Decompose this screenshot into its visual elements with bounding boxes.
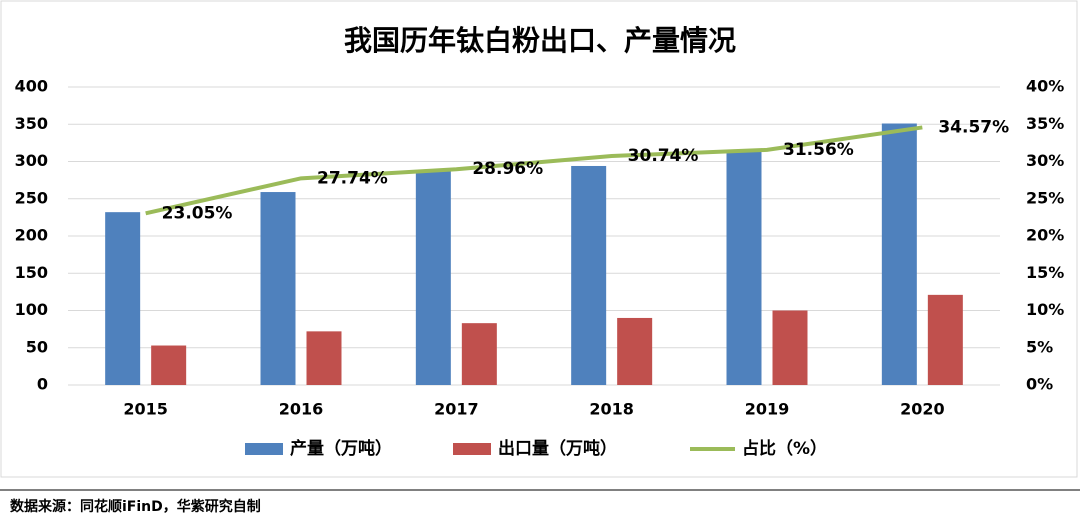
x-tick-label: 2015: [123, 400, 168, 419]
data-label: 28.96%: [472, 159, 543, 179]
y-tick-label: 50: [26, 337, 48, 356]
bar: [571, 165, 607, 385]
y-tick-label: 300: [15, 151, 48, 170]
data-label: 27.74%: [317, 168, 388, 188]
source-note: 数据来源：同花顺iFinD，华紫研究自制: [10, 498, 261, 515]
legend-label: 占比（%）: [742, 438, 827, 459]
data-label: 31.56%: [783, 140, 854, 160]
y-tick-label: 350: [15, 114, 48, 133]
y-tick-label: 150: [15, 263, 48, 282]
legend-swatch: [453, 443, 491, 455]
bar: [927, 294, 963, 385]
y2-tick-label: 5%: [1026, 337, 1053, 356]
y2-tick-label: 10%: [1026, 300, 1064, 319]
bar: [151, 345, 187, 385]
bar: [772, 310, 808, 385]
bar: [415, 171, 451, 385]
bar: [881, 123, 917, 385]
y2-tick-label: 20%: [1026, 226, 1064, 245]
bar: [105, 212, 141, 385]
chart-border: [0, 0, 1078, 478]
y2-tick-label: 35%: [1026, 114, 1064, 133]
legend-label: 产量（万吨）: [290, 438, 392, 459]
bar: [260, 192, 296, 385]
y2-tick-label: 0%: [1026, 375, 1053, 394]
y-tick-label: 200: [15, 226, 48, 245]
bar: [461, 323, 497, 385]
y2-tick-label: 40%: [1026, 77, 1064, 96]
data-label: 30.74%: [628, 146, 699, 166]
data-label: 23.05%: [162, 203, 233, 223]
y2-tick-label: 30%: [1026, 151, 1064, 170]
x-tick-label: 2017: [434, 400, 479, 419]
bar: [726, 149, 762, 385]
line: [145, 125, 923, 216]
x-tick-label: 2016: [279, 400, 324, 419]
y-tick-label: 0: [37, 375, 48, 394]
y-tick-label: 100: [15, 300, 48, 319]
y2-tick-label: 15%: [1026, 263, 1064, 282]
y2-tick-label: 25%: [1026, 188, 1064, 207]
legend-label: 出口量（万吨）: [498, 438, 617, 459]
legend-swatch: [245, 443, 283, 455]
data-label: 34.57%: [938, 117, 1009, 137]
x-tick-label: 2020: [900, 400, 945, 419]
y-tick-label: 400: [15, 77, 48, 96]
bar: [617, 317, 653, 385]
x-tick-label: 2019: [745, 400, 790, 419]
bar: [306, 331, 342, 385]
chart-title: 我国历年钛白粉出口、产量情况: [344, 24, 736, 57]
y-tick-label: 250: [15, 188, 48, 207]
x-tick-label: 2018: [589, 400, 634, 419]
